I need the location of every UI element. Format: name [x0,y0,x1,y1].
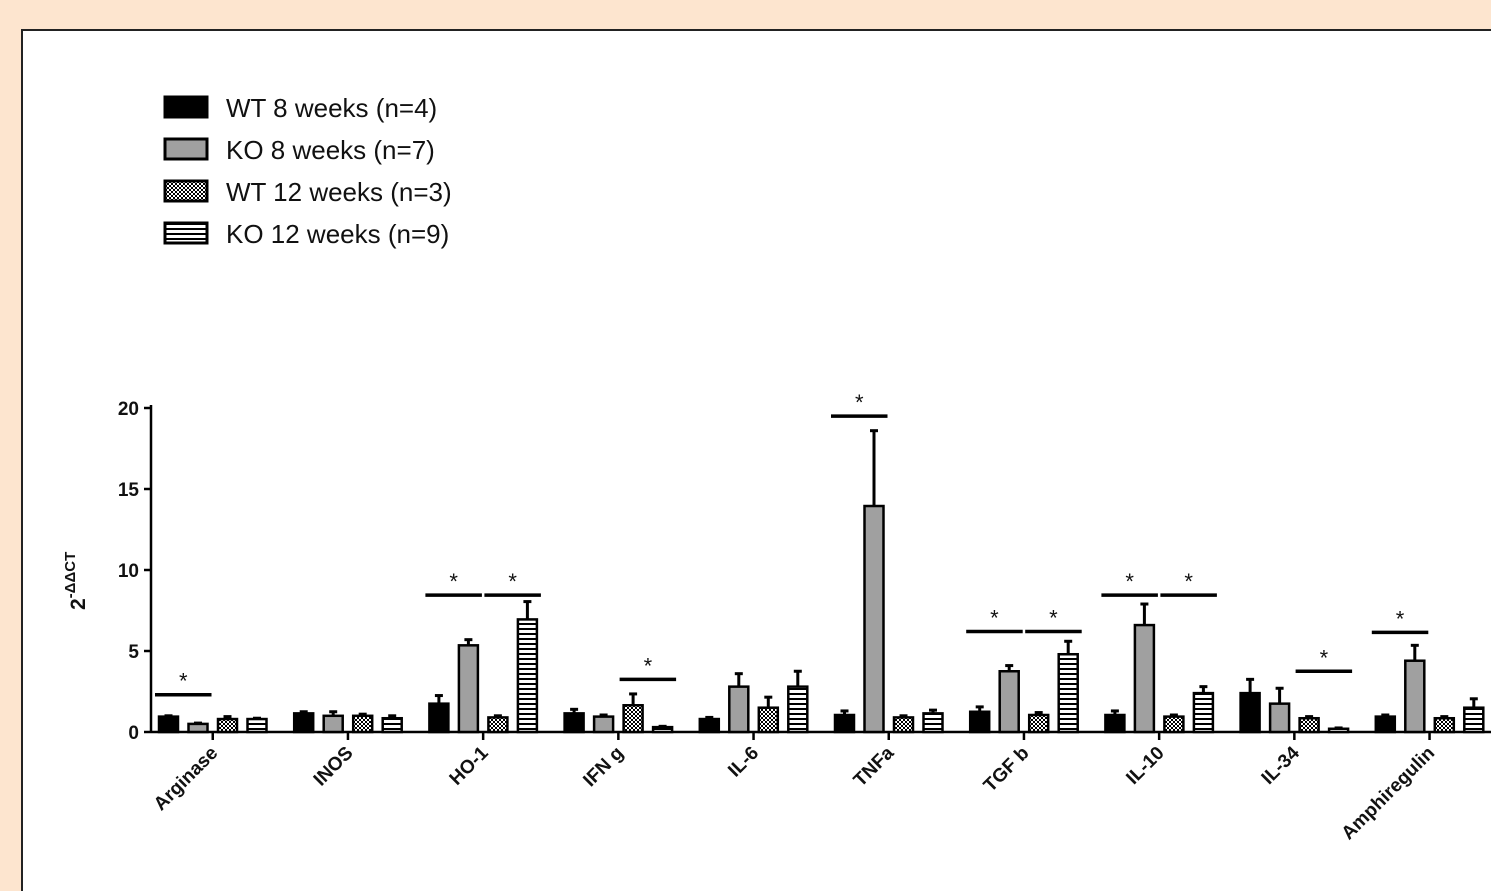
bar [622,704,644,734]
bar [1463,706,1485,734]
significance-markers: * * * * * * * * * * * [155,390,1429,697]
bar [833,713,856,734]
legend: WT 8 weeks (n=4) KO 8 weeks (n=7) WT 12 we… [163,93,452,249]
bar [457,644,480,734]
bar [787,685,809,734]
y-axis-label-exponent: -ΔΔCT [62,552,79,599]
bar [157,715,180,734]
significance-star: * [1396,606,1405,631]
bar [216,717,239,734]
bar [351,714,374,734]
bar [1027,713,1050,734]
bar [1268,702,1291,734]
legend-label: KO 12 weeks (n=9) [226,219,449,249]
bar [516,618,539,734]
bar [1192,691,1215,734]
bar [1404,659,1426,734]
significance-star: * [1184,569,1193,594]
chart-frame: 0 5 10 15 20 2-ΔΔCT * * * * * * * * * * * Arginase INOS H… [21,29,1491,891]
y-tick-label: 15 [118,480,140,501]
bar [292,712,315,734]
bar [1327,727,1350,734]
legend-swatch [163,221,209,245]
significance-star: * [1125,569,1134,594]
bar [1133,623,1156,734]
bar [487,716,509,734]
significance-star: * [179,669,188,694]
category-label: TGF b [980,743,1034,797]
bars [157,429,1485,740]
bar [428,702,450,734]
bar [892,716,915,734]
bar [998,670,1020,734]
axes: 0 5 10 15 20 2-ΔΔCT [62,399,1491,744]
legend-label: KO 8 weeks (n=7) [226,135,435,165]
y-axis-label: 2-ΔΔCT [62,552,90,610]
bar [322,714,344,734]
significance-star: * [449,569,458,594]
category-label: IL-10 [1122,743,1168,789]
bar [592,715,615,734]
significance-star: * [1320,645,1329,670]
legend-label: WT 8 weeks (n=4) [226,93,437,123]
significance-star: * [644,653,653,678]
bar [1433,716,1456,734]
y-tick-label: 0 [128,723,139,744]
category-labels: Arginase INOS HO-1 IFN g IL-6 TNFa TGF b IL-10 I… [150,742,1439,844]
bar [922,712,944,734]
bar [1104,713,1126,734]
category-label: Amphiregulin [1338,743,1439,844]
bar [1298,716,1320,734]
y-tick-label: 10 [118,561,139,582]
bar [1374,715,1397,734]
legend-swatch [163,95,209,119]
bar [1163,715,1185,734]
bar [187,722,209,734]
bar [1057,652,1079,734]
category-label: TNFa [850,742,899,791]
bar [246,717,268,734]
significance-star: * [990,606,999,631]
y-tick-label: 5 [128,642,139,663]
significance-star: * [508,569,517,594]
legend-swatch [163,179,209,203]
bar [381,716,403,734]
bar [757,706,780,734]
bar [698,717,721,734]
category-label: Arginase [150,743,222,815]
significance-star: * [855,390,864,415]
bar [863,504,885,734]
bar [651,725,674,734]
category-label: IL-6 [724,743,763,782]
legend-swatch [163,137,209,161]
bar-chart: 0 5 10 15 20 2-ΔΔCT * * * * * * * * * * * Arginase INOS H… [62,93,1491,844]
category-label: IL-34 [1258,742,1305,789]
legend-label: WT 12 weeks (n=3) [226,177,452,207]
significance-star: * [1049,606,1058,631]
bar [728,685,750,734]
bar [563,712,585,734]
bar [968,710,991,734]
y-axis-label-base: 2 [67,598,90,610]
category-label: IFN g [579,743,627,791]
category-label: HO-1 [446,742,493,789]
y-tick-label: 20 [118,399,139,420]
category-label: INOS [310,743,358,791]
bar [1239,691,1261,734]
